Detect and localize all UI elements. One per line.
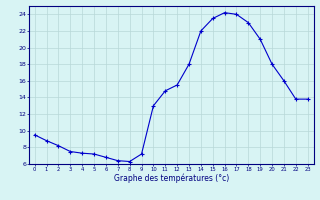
X-axis label: Graphe des températures (°c): Graphe des températures (°c) <box>114 173 229 183</box>
